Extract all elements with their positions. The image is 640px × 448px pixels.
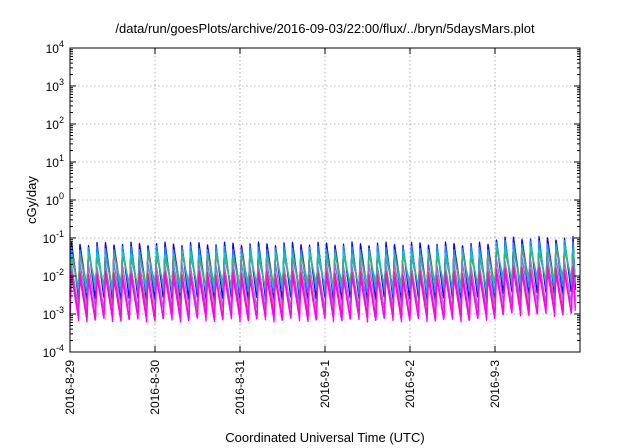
series-line	[69, 269, 576, 323]
x-tick-label: 2016-9-1	[318, 360, 332, 408]
series-line	[69, 239, 576, 295]
x-axis-label: Coordinated Universal Time (UTC)	[225, 430, 424, 445]
x-tick-label: 2016-8-30	[148, 360, 162, 415]
y-tick-label: 10-2	[43, 267, 64, 284]
y-tick-label: 10-1	[43, 229, 64, 246]
x-tick-label: 2016-9-3	[488, 360, 502, 408]
y-tick-label: 10-4	[43, 343, 64, 360]
series-layer	[69, 235, 576, 323]
y-tick-label: 101	[46, 153, 64, 170]
y-tick-label: 100	[46, 191, 64, 208]
tick-layer: 10-4 10-3 10-2 10-1 100 101 102 103 104 2016-8-29…	[43, 39, 580, 415]
x-tick-label: 2016-8-31	[233, 360, 247, 415]
y-tick-label: 104	[46, 39, 64, 56]
y-tick-label: 103	[46, 77, 64, 94]
x-tick-label: 2016-8-29	[63, 360, 77, 415]
chart-title: /data/run/goesPlots/archive/2016-09-03/2…	[115, 21, 535, 36]
y-axis-label: cGy/day	[24, 176, 39, 224]
series-line	[69, 248, 576, 288]
y-tick-label: 102	[46, 115, 64, 132]
x-tick-label: 2016-9-2	[403, 360, 417, 408]
y-tick-label: 10-3	[43, 305, 64, 322]
series-line	[69, 245, 576, 291]
